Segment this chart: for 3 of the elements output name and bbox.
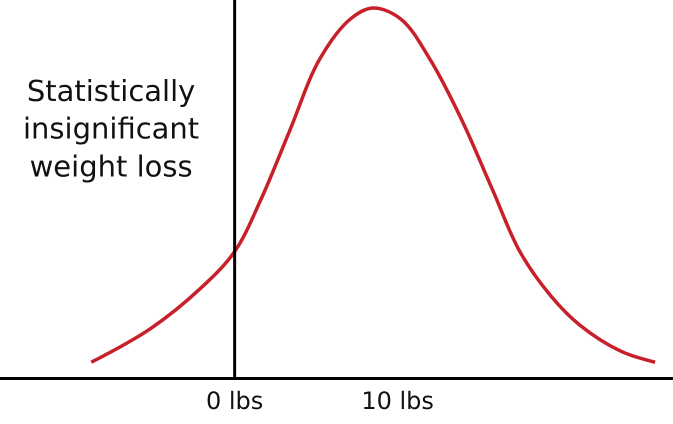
x-tick-label: 0 lbs — [206, 386, 264, 415]
annotation: Statistically insignificant weight loss — [23, 74, 200, 184]
x-tick-label: 10 lbs — [361, 386, 434, 415]
